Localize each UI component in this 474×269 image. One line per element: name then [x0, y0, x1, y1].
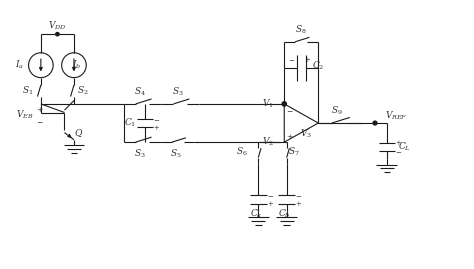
- Text: $S_4$: $S_4$: [134, 86, 146, 98]
- Text: $S_8$: $S_8$: [295, 24, 307, 36]
- Text: $-$: $-$: [288, 55, 295, 63]
- Text: $S_7$: $S_7$: [288, 146, 300, 158]
- Text: $-$: $-$: [286, 106, 294, 114]
- Text: $S_3$: $S_3$: [172, 86, 184, 98]
- Text: $V_1$: $V_1$: [262, 98, 273, 110]
- Text: $-$: $-$: [267, 191, 274, 199]
- Text: $I_b$: $I_b$: [72, 59, 81, 72]
- Text: $C_a$: $C_a$: [250, 208, 262, 220]
- Text: $-$: $-$: [36, 117, 44, 125]
- Text: $+$: $+$: [395, 138, 402, 147]
- Text: $-$: $-$: [295, 191, 302, 199]
- Text: $C_b$: $C_b$: [278, 208, 291, 220]
- Text: $V_{REF}$: $V_{REF}$: [385, 109, 408, 122]
- Text: $V_{EB}$: $V_{EB}$: [16, 108, 34, 121]
- Text: $+$: $+$: [304, 55, 311, 64]
- Circle shape: [282, 102, 286, 106]
- Text: $V_3$: $V_3$: [301, 127, 312, 140]
- Text: $+$: $+$: [267, 199, 274, 208]
- Text: $+$: $+$: [154, 123, 160, 132]
- Text: $S_1$: $S_1$: [22, 85, 33, 97]
- Text: $+$: $+$: [295, 199, 302, 208]
- Text: $C_1$: $C_1$: [124, 117, 136, 129]
- Text: $C_L$: $C_L$: [399, 141, 411, 153]
- Text: $V_2$: $V_2$: [262, 136, 273, 148]
- Circle shape: [56, 33, 59, 36]
- Text: $S_3$: $S_3$: [134, 148, 146, 160]
- Circle shape: [373, 121, 377, 125]
- Text: $C_2$: $C_2$: [311, 59, 324, 72]
- Text: $+$: $+$: [286, 132, 294, 141]
- Text: $S_2$: $S_2$: [77, 85, 88, 97]
- Text: $V_{DD}$: $V_{DD}$: [48, 19, 67, 32]
- Text: $S_6$: $S_6$: [236, 146, 247, 158]
- Text: $I_a$: $I_a$: [15, 59, 24, 72]
- Text: $-$: $-$: [153, 115, 161, 123]
- Text: $S_9$: $S_9$: [331, 105, 343, 117]
- Text: $S_5$: $S_5$: [170, 148, 182, 160]
- Text: $-$: $-$: [395, 147, 402, 155]
- Text: $+$: $+$: [36, 105, 44, 114]
- Text: $Q$: $Q$: [74, 127, 83, 139]
